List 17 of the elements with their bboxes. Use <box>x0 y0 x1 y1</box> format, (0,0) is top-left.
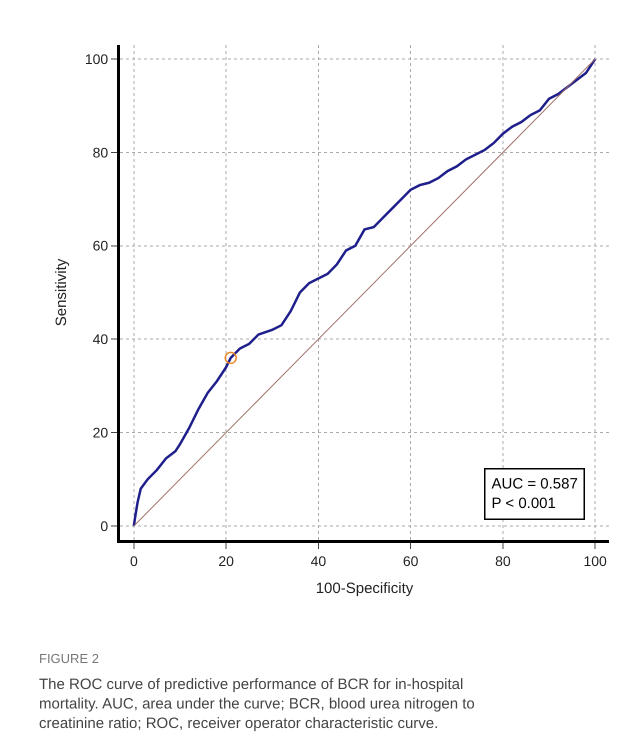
y-tick-label: 0 <box>100 518 108 534</box>
y-tick-label: 100 <box>84 50 108 67</box>
y-tick-label: 80 <box>92 144 108 160</box>
x-tick-label: 60 <box>402 552 419 569</box>
x-axis-title: 100-Specificity <box>316 580 414 597</box>
x-tick-label: 100 <box>583 552 608 569</box>
y-axis-title: Sensitivity <box>53 258 70 326</box>
text: The ROC curve of predictive performance of BCR for in-hospital mortality. AUC, area under the curve; BCR, blood urea nitrogen to creatinine ratio; ROC, receiver operator characteristic curve. <box>39 676 475 732</box>
x-tick-label: 20 <box>218 552 234 569</box>
y-tick-label: 40 <box>92 331 108 348</box>
y-tick-label: 60 <box>92 238 108 254</box>
x-tick-label: 40 <box>310 552 326 569</box>
caption: FIGURE 2 <box>39 651 99 666</box>
x-tick-label: 0 <box>130 552 138 569</box>
annotation: AUC = 0.587 P < 0.001 <box>492 476 578 512</box>
x-tick-label: 80 <box>495 552 511 569</box>
y-tick-label: 20 <box>92 424 108 440</box>
